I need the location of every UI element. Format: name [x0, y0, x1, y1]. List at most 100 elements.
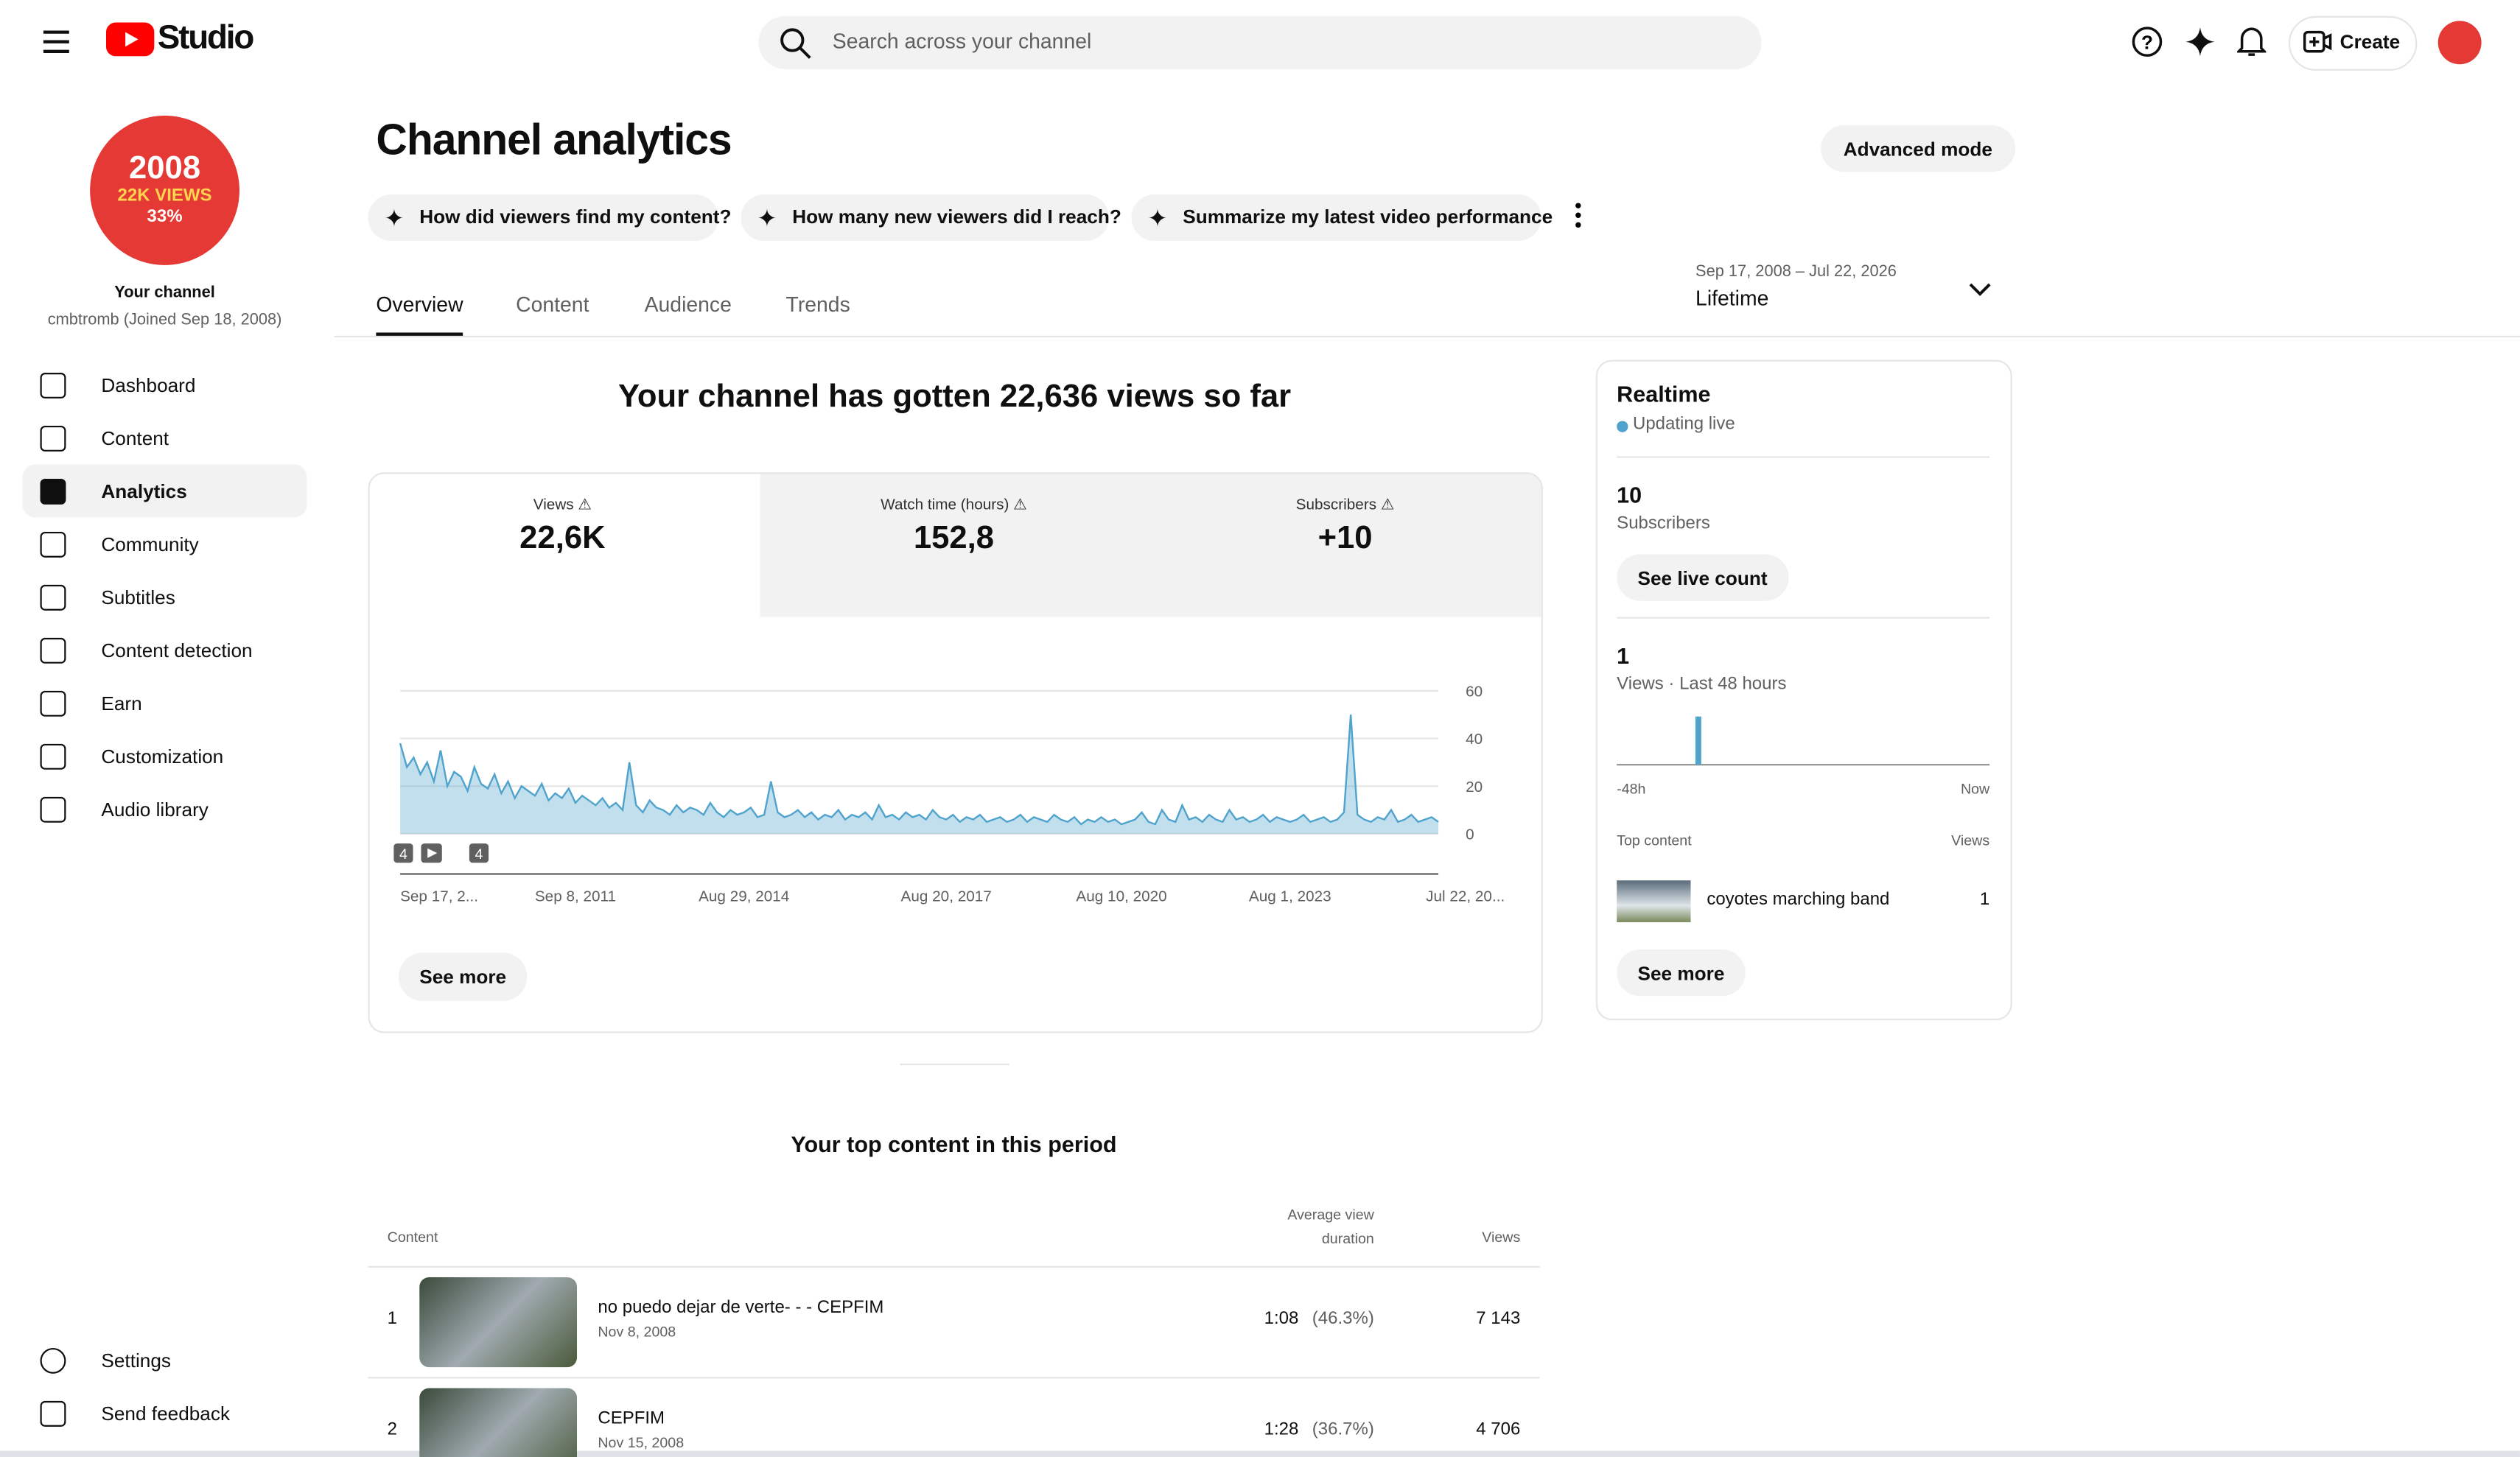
nav-item[interactable]: Audio library — [101, 798, 209, 821]
tab[interactable]: Trends — [785, 292, 850, 317]
top-item-title[interactable]: coyotes marching band — [1707, 890, 1890, 910]
bottom-bar — [0, 1450, 2520, 1457]
more-icon[interactable] — [1572, 201, 1584, 230]
row-divider — [368, 1265, 1540, 1268]
prompt-chip[interactable] — [368, 194, 718, 242]
row-title[interactable]: no puedo dejar de verte- - - CEPFIM — [598, 1298, 884, 1318]
row-date: Nov 15, 2008 — [598, 1434, 685, 1451]
live-count-button[interactable]: See live count — [1617, 554, 1788, 601]
row-thumbnail[interactable] — [419, 1277, 578, 1368]
x-tick-label: -48h — [1617, 781, 1645, 797]
nav-item[interactable]: Community — [101, 533, 199, 556]
divider — [334, 335, 2520, 338]
dropdown-icon[interactable] — [1969, 281, 1992, 298]
prompt-label[interactable]: Summarize my latest video performance — [1183, 206, 1553, 228]
button-label: Advanced mode — [1843, 137, 1992, 161]
nav-icon[interactable] — [40, 478, 66, 505]
marker-play — [427, 848, 438, 858]
headline: Your channel has gotten 22,636 views so … — [617, 379, 1292, 415]
nav-item[interactable]: Send feedback — [101, 1402, 231, 1425]
search-icon[interactable] — [780, 27, 812, 60]
marker-box — [393, 843, 413, 863]
subscriber-count: 10 — [1617, 482, 1642, 508]
y-tick-label: 60 — [1466, 684, 1483, 701]
prompt-icon: ✦ — [757, 206, 777, 234]
period[interactable]: Lifetime — [1695, 286, 1769, 310]
x-tick-label: Aug 20, 2017 — [901, 888, 992, 905]
prompt-chip[interactable] — [1131, 194, 1541, 242]
nav-icon[interactable] — [40, 1400, 66, 1427]
thumbnail[interactable] — [1617, 880, 1691, 922]
nav-item[interactable]: Settings — [101, 1349, 171, 1372]
ai-icon[interactable] — [2184, 26, 2216, 58]
nav-icon[interactable] — [40, 690, 66, 717]
divider — [1617, 456, 1990, 458]
logo-text[interactable]: Studio — [157, 19, 255, 57]
views-header: Views — [1951, 832, 1990, 849]
prompt-label[interactable]: How did viewers find my content? — [419, 206, 732, 228]
nav-item[interactable]: Analytics — [101, 480, 187, 503]
avatar-text: 2008 — [129, 151, 201, 187]
realtime-title: Realtime — [1617, 380, 1711, 407]
prompt-chip[interactable] — [741, 194, 1109, 242]
row-thumbnail[interactable] — [419, 1388, 578, 1457]
create-label[interactable]: Create — [2339, 30, 2401, 53]
svg-text:?: ? — [2141, 32, 2153, 54]
nav-item[interactable]: Dashboard — [101, 374, 196, 397]
advanced-mode-button[interactable]: Advanced mode — [1821, 125, 2015, 172]
create-button[interactable] — [2288, 15, 2418, 71]
prompt-label[interactable]: How many new viewers did I reach? — [792, 206, 1121, 228]
row-duration: 1:28 — [1264, 1420, 1299, 1440]
nav-icon[interactable] — [40, 531, 66, 558]
x-tick-label: Sep 17, 2... — [400, 888, 478, 905]
nav-icon[interactable] — [40, 425, 66, 452]
button-label: See live count — [1637, 566, 1768, 589]
nav-item[interactable]: Content detection — [101, 639, 253, 662]
date-range[interactable]: Sep 17, 2008 – Jul 22, 2026 — [1695, 263, 1897, 281]
metric-label: Subscribers ⚠ — [1295, 496, 1395, 514]
create-icon[interactable] — [2303, 30, 2332, 53]
y-tick-label: 0 — [1466, 826, 1474, 843]
metric-label: Views ⚠ — [533, 496, 592, 514]
y-tick-label: 40 — [1466, 731, 1483, 748]
subscriber-label: Subscribers — [1617, 513, 1710, 534]
logo-icon[interactable] — [105, 22, 155, 57]
bar — [1695, 716, 1701, 765]
realtime-views-label: Views · Last 48 hours — [1617, 675, 1787, 695]
nav-icon[interactable] — [40, 796, 66, 823]
tab[interactable]: Audience — [644, 292, 732, 317]
nav-icon[interactable] — [40, 637, 66, 664]
search-bar[interactable] — [758, 15, 1762, 69]
row-rank: 1 — [387, 1309, 398, 1329]
channel-avatar[interactable]: 2008 22K VIEWS 33% — [90, 116, 239, 265]
help-icon[interactable]: ? — [2131, 26, 2163, 58]
column-header: Views — [1482, 1229, 1521, 1246]
nav-icon[interactable] — [40, 584, 66, 611]
nav-item[interactable]: Content — [101, 427, 169, 450]
row-rank: 2 — [387, 1420, 398, 1440]
tab[interactable]: Content — [516, 292, 589, 317]
nav-item[interactable]: Customization — [101, 745, 224, 768]
tab[interactable]: Overview — [376, 292, 463, 317]
notifications-icon[interactable] — [2237, 24, 2267, 58]
nav-item[interactable]: Earn — [101, 692, 142, 715]
x-tick-label: Aug 29, 2014 — [699, 888, 789, 905]
area — [400, 715, 1439, 834]
nav-icon[interactable] — [40, 1347, 66, 1374]
menu-icon[interactable] — [42, 29, 71, 55]
row-title[interactable]: CEPFIM — [598, 1408, 665, 1428]
row-duration: 1:08 — [1264, 1309, 1299, 1329]
row-views: 7 143 — [1476, 1309, 1521, 1329]
search-placeholder[interactable]: Search across your channel — [832, 29, 1092, 53]
account-avatar[interactable] — [2437, 21, 2482, 65]
x-tick-label: Aug 1, 2023 — [1249, 888, 1331, 905]
nav-item[interactable]: Subtitles — [101, 586, 175, 609]
realtime-see-more[interactable]: See more — [1617, 949, 1746, 997]
metric-value: 22,6K — [519, 520, 606, 556]
marker-label: 4 — [475, 846, 483, 863]
nav-icon[interactable] — [40, 743, 66, 770]
see-more-button[interactable]: See more — [398, 952, 528, 1001]
nav-icon[interactable] — [40, 373, 66, 399]
